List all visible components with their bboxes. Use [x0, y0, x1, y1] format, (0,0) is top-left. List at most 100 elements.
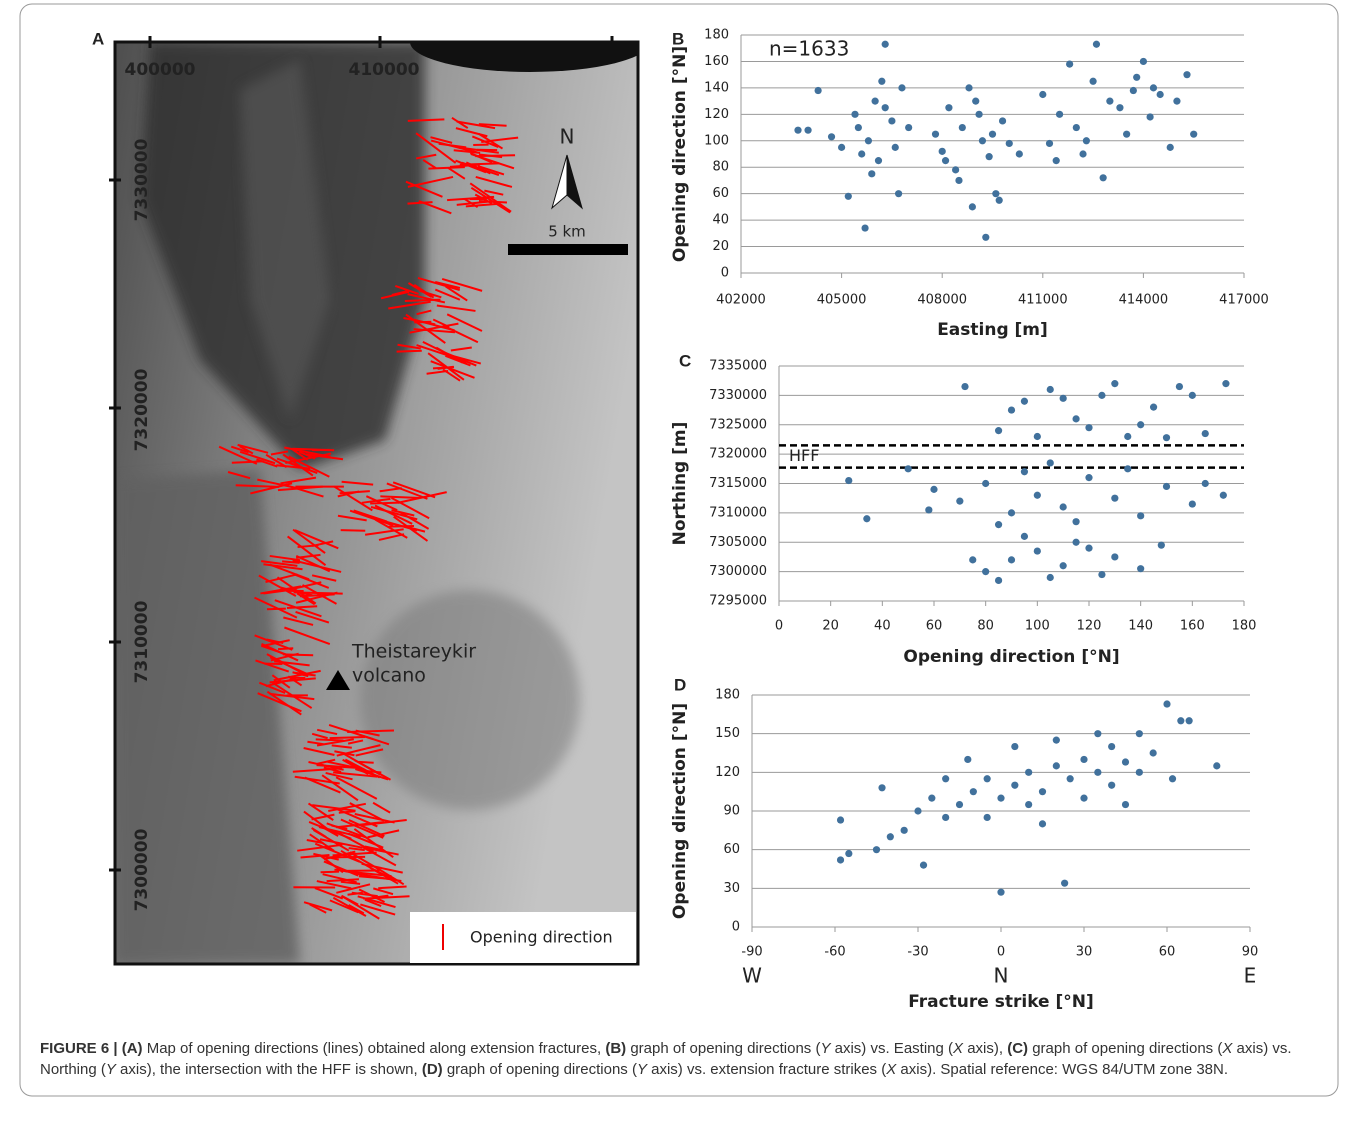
- point: [1149, 749, 1157, 757]
- fracture-line: [266, 653, 306, 676]
- point: [914, 807, 922, 815]
- fracture-line: [282, 653, 314, 657]
- fracture-line: [355, 748, 384, 757]
- x-tick-label: -60: [824, 945, 845, 960]
- fracture-line: [294, 529, 339, 550]
- point: [1185, 717, 1193, 725]
- fracture-line: [258, 681, 286, 694]
- fracture-line: [347, 891, 363, 896]
- fracture-line: [328, 724, 374, 741]
- fracture-line: [340, 880, 361, 885]
- fracture-line: [271, 674, 291, 689]
- point: [1059, 394, 1067, 402]
- fracture-line: [422, 159, 437, 169]
- y-tick-label: 100: [704, 133, 729, 148]
- y-tick-label: 20: [712, 239, 729, 254]
- y-tick-label: 7315000: [709, 476, 767, 491]
- fracture-line: [430, 136, 453, 144]
- fracture-line: [415, 132, 457, 164]
- easting-label: 410000: [349, 60, 420, 80]
- point: [919, 861, 928, 869]
- point: [838, 143, 846, 151]
- caption-text: axis),: [963, 1040, 1008, 1057]
- fracture-line: [481, 136, 519, 144]
- fracture-line: [326, 878, 359, 883]
- fracture-line: [292, 559, 342, 573]
- point: [998, 117, 1007, 125]
- fracture-line: [227, 471, 251, 480]
- fracture-line: [380, 495, 421, 499]
- fracture-line: [442, 368, 461, 382]
- point: [1137, 565, 1145, 573]
- fracture-line: [361, 862, 403, 874]
- fracture-line: [360, 903, 396, 916]
- fracture-line: [478, 123, 507, 127]
- fracture-line: [349, 509, 394, 527]
- fracture-line: [315, 738, 344, 742]
- point: [995, 196, 1003, 204]
- fracture-line: [451, 116, 469, 129]
- caption-text: axis) vs. extension fracture strikes (: [646, 1061, 887, 1078]
- point: [1219, 491, 1227, 499]
- point: [972, 97, 980, 105]
- fracture-line: [358, 760, 374, 764]
- lake: [410, 42, 638, 72]
- point: [904, 465, 912, 473]
- fracture-line: [319, 838, 363, 849]
- point: [898, 84, 906, 92]
- point: [874, 157, 883, 165]
- fracture-line: [340, 529, 366, 532]
- point: [1045, 139, 1054, 148]
- point: [994, 576, 1003, 585]
- point: [1055, 110, 1064, 118]
- legend-label: Opening direction: [470, 928, 613, 947]
- point: [1201, 479, 1209, 488]
- fracture-line: [416, 344, 454, 359]
- fracture-line: [362, 846, 397, 867]
- fracture-line: [328, 802, 367, 813]
- fracture-line: [265, 573, 298, 584]
- x-tick-label: 0: [775, 619, 783, 634]
- fracture-line: [303, 747, 335, 756]
- point: [905, 123, 913, 132]
- point: [1173, 97, 1181, 105]
- fracture-line: [338, 810, 356, 814]
- point: [978, 137, 987, 145]
- fracture-line: [361, 819, 407, 827]
- direction-label: W: [742, 964, 762, 988]
- fracture-line: [416, 153, 437, 160]
- point: [1111, 494, 1119, 502]
- x-tick-label: 80: [977, 619, 994, 634]
- fracture-line: [427, 352, 465, 381]
- fracture-line: [416, 309, 432, 316]
- point: [851, 110, 859, 118]
- fracture-line: [284, 626, 331, 646]
- point: [854, 123, 862, 132]
- fracture-line: [235, 484, 280, 488]
- point: [988, 130, 997, 138]
- point: [1099, 174, 1107, 182]
- point: [878, 77, 886, 85]
- fracture-line: [316, 728, 338, 736]
- point: [997, 888, 1005, 896]
- point: [1072, 123, 1080, 132]
- caption-text: axis) vs. Northing (: [40, 1040, 1292, 1078]
- y-tick-label: 7305000: [709, 535, 767, 550]
- fracture-line: [364, 898, 382, 907]
- point: [992, 190, 1000, 198]
- fracture-line: [329, 899, 359, 914]
- point: [975, 110, 983, 118]
- fracture-line: [239, 445, 254, 455]
- point: [844, 192, 852, 200]
- fracture-line: [441, 350, 477, 367]
- x-tick-label: 140: [1128, 619, 1153, 634]
- panel-label: B: [672, 29, 684, 48]
- point: [969, 556, 977, 564]
- fracture-line: [316, 764, 361, 770]
- x-tick-label: 0: [997, 945, 1005, 960]
- fracture-line: [314, 887, 344, 900]
- y-tick-label: 120: [715, 765, 740, 780]
- fracture-line: [432, 366, 455, 370]
- fracture-line: [307, 802, 334, 821]
